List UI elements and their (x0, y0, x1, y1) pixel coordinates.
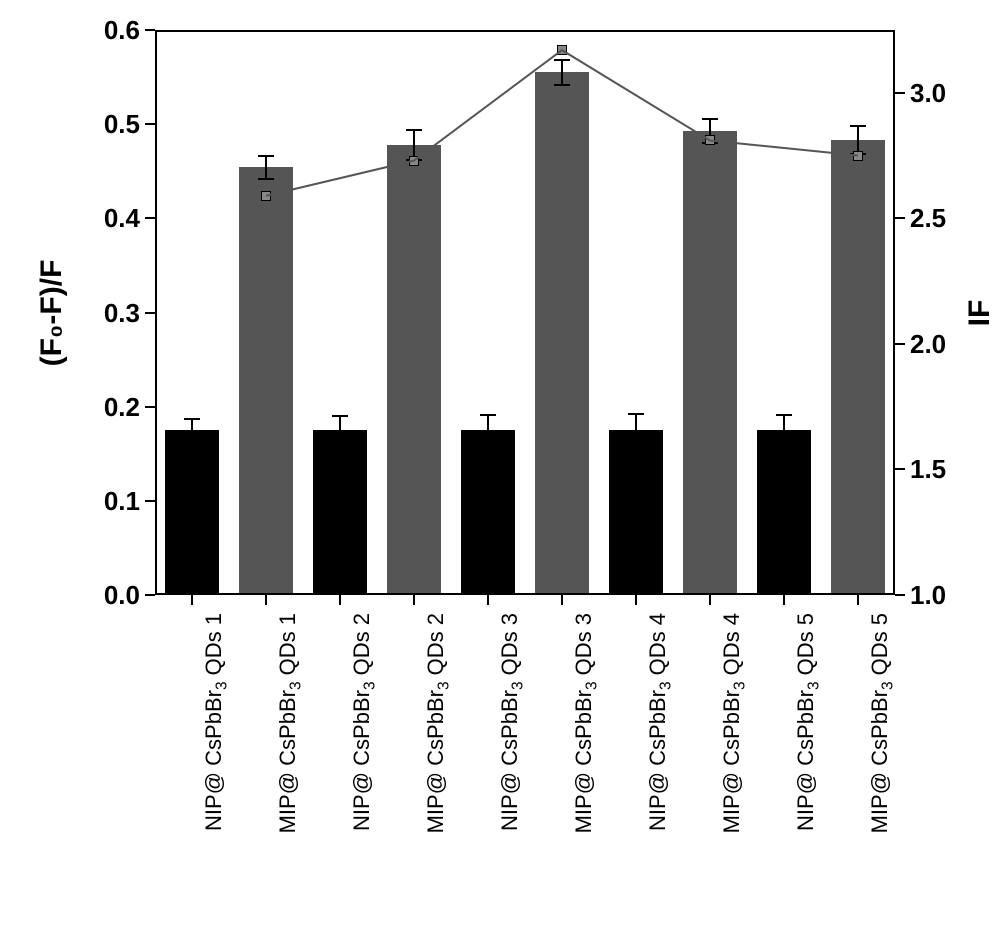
x-category-label: MIP@ CsPbBr3 QDs 2 (423, 613, 453, 833)
x-tick (339, 595, 341, 605)
y-right-tick (895, 594, 905, 596)
y-left-tick-label: 0.4 (85, 203, 140, 234)
y-right-axis-label: IF (963, 299, 997, 326)
x-category-label: NIP@ CsPbBr3 QDs 5 (793, 613, 823, 831)
x-category-label: NIP@ CsPbBr3 QDs 3 (497, 613, 527, 831)
x-category-label: MIP@ CsPbBr3 QDs 1 (275, 613, 305, 833)
x-category-label: NIP@ CsPbBr3 QDs 2 (349, 613, 379, 831)
x-tick (413, 595, 415, 605)
x-category-label: MIP@ CsPbBr3 QDs 5 (867, 613, 897, 833)
x-tick (561, 595, 563, 605)
y-left-tick (145, 594, 155, 596)
y-left-tick (145, 406, 155, 408)
y-left-tick (145, 123, 155, 125)
y-left-tick-label: 0.1 (85, 486, 140, 517)
y-left-tick (145, 312, 155, 314)
y-left-tick-label: 0.6 (85, 15, 140, 46)
x-tick (191, 595, 193, 605)
chart-container: (F₀-F)/F IF 0.0 0.1 0.2 0.3 0.4 0.5 0.6 1.0 1.5 2… (0, 0, 1000, 939)
y-left-tick (145, 217, 155, 219)
x-tick (265, 595, 267, 605)
y-right-tick (895, 92, 905, 94)
x-category-label: NIP@ CsPbBr3 QDs 1 (201, 613, 231, 831)
y-left-tick-label: 0.5 (85, 109, 140, 140)
y-right-tick-label: 1.5 (910, 454, 946, 485)
x-category-label: MIP@ CsPbBr3 QDs 3 (571, 613, 601, 833)
y-right-tick-label: 3.0 (910, 78, 946, 109)
x-tick (709, 595, 711, 605)
x-tick (857, 595, 859, 605)
plot-area (155, 30, 895, 595)
x-category-label: MIP@ CsPbBr3 QDs 4 (719, 613, 749, 833)
y-left-tick (145, 500, 155, 502)
x-tick (635, 595, 637, 605)
y-right-tick-label: 2.0 (910, 329, 946, 360)
y-right-tick (895, 468, 905, 470)
y-left-tick-label: 0.3 (85, 298, 140, 329)
x-category-label: NIP@ CsPbBr3 QDs 4 (645, 613, 675, 831)
y-right-tick-label: 1.0 (910, 580, 946, 611)
x-tick (783, 595, 785, 605)
y-left-tick-label: 0.0 (85, 580, 140, 611)
y-right-tick (895, 343, 905, 345)
y-left-tick-label: 0.2 (85, 392, 140, 423)
y-right-tick-label: 2.5 (910, 203, 946, 234)
y-left-tick (145, 29, 155, 31)
x-tick (487, 595, 489, 605)
y-left-axis-label: (F₀-F)/F (35, 259, 69, 366)
y-right-tick (895, 217, 905, 219)
